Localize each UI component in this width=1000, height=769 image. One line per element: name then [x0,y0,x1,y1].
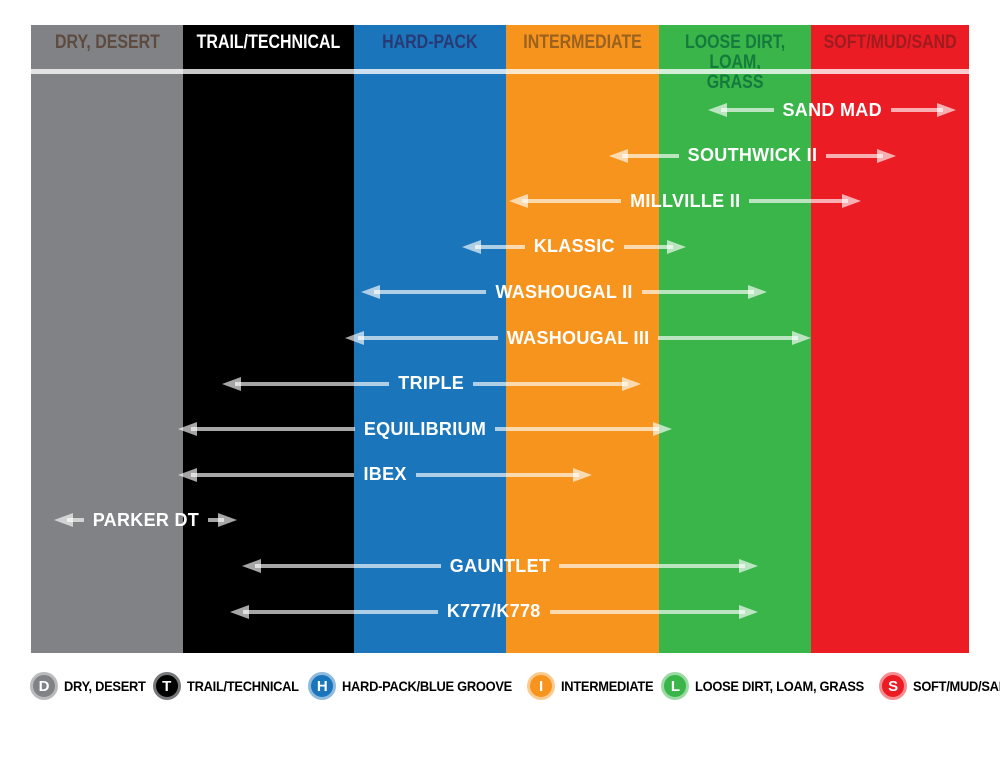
tire-label: GAUNTLET [449,555,551,576]
tire-row-sand-mad: SAND MAD [707,99,957,121]
legend-label: SOFT/MUD/SAND [913,678,1000,694]
terrain-legend: D DRY, DESERT T TRAIL/TECHNICAL H HARD-PACK/B… [30,671,1000,701]
left-arrow-icon [609,148,679,163]
tire-row-equilibrium: EQUILIBRIUM [177,418,672,440]
tire-label: EQUILIBRIUM [363,418,487,439]
left-arrow-icon [345,331,498,345]
left-arrow-icon [229,604,439,619]
tire-label: PARKER DT [92,509,200,530]
tire-label: SAND MAD [782,99,882,120]
tire-label: WASHOUGAL II [495,281,633,302]
legend-circle-t-icon: T [152,672,181,700]
column-soft-mud-sand: SOFT/MUD/SAND [810,25,969,653]
legend-label: INTERMEDIATE [561,678,654,694]
left-arrow-icon [360,285,487,300]
right-arrow-icon [623,239,687,254]
column-header-intermediate: INTERMEDIATE [523,32,642,53]
left-arrow-icon [177,422,355,437]
legend-circle-h-icon: H [308,672,337,700]
right-arrow-icon [826,148,896,163]
right-arrow-icon [415,467,593,482]
right-arrow-icon [208,513,238,528]
column-header-soft-mud-sand: SOFT/MUD/SAND [823,32,957,53]
legend-circle-s-icon: S [879,672,908,700]
tire-label: IBEX [363,464,407,485]
right-arrow-icon [495,422,672,437]
tire-label: MILLVILLE II [630,190,741,211]
tire-label: SOUTHWICK II [687,145,818,166]
legend-item-soft-mud-sand: S SOFT/MUD/SAND [879,672,1000,700]
legend-label: DRY, DESERT [64,678,146,694]
tire-row-washougal-iii: WASHOUGAL III [345,327,811,349]
right-arrow-icon [749,194,861,209]
tire-row-parker-dt: PARKER DT [54,509,238,531]
legend-item-loose-dirt-loam-grass: L LOOSE DIRT, LOAM, GRASS [661,672,879,700]
legend-item-hard-pack-blue-groove: H HARD-PACK/BLUE GROOVE [308,672,527,700]
legend-circle-i-icon: I [527,672,556,700]
tire-row-k777-k778: K777/K778 [229,601,759,623]
column-trail-technical: TRAIL/TECHNICAL [183,25,355,653]
left-arrow-icon [54,513,84,528]
legend-item-intermediate: I INTERMEDIATE [527,672,661,700]
right-arrow-icon [559,559,758,573]
tire-label: K777/K778 [446,601,541,622]
left-arrow-icon [509,194,621,209]
tire-label: KLASSIC [533,236,615,257]
legend-circle-l-icon: L [661,672,690,700]
tire-row-southwick-ii: SOUTHWICK II [609,145,896,167]
column-header-hard-pack: HARD-PACK [382,32,478,53]
tire-label: WASHOUGAL III [506,327,650,348]
column-header-trail-technical: TRAIL/TECHNICAL [196,32,341,53]
left-arrow-icon [221,376,390,391]
tire-row-ibex: IBEX [177,464,593,486]
tire-row-washougal-ii: WASHOUGAL II [360,281,768,303]
left-arrow-icon [242,559,441,573]
column-intermediate: INTERMEDIATE [506,25,659,653]
tire-row-triple: TRIPLE [221,373,641,395]
legend-label: LOOSE DIRT, LOAM, GRASS [695,678,865,694]
tire-row-gauntlet: GAUNTLET [242,555,758,577]
right-arrow-icon [658,331,811,345]
left-arrow-icon [462,239,525,254]
right-arrow-icon [473,376,641,391]
left-arrow-icon [177,467,355,482]
tire-row-klassic: KLASSIC [462,236,687,258]
legend-label: TRAIL/TECHNICAL [186,678,299,694]
legend-item-dry-desert: D DRY, DESERT [30,672,153,700]
tire-label: TRIPLE [398,373,465,394]
column-header-loose-dirt-loam-grass: LOOSE DIRT, LOAM, GRASS [684,32,785,94]
column-dry-desert: DRY, DESERT [31,25,184,653]
right-arrow-icon [890,103,957,117]
legend-item-trail-technical: T TRAIL/TECHNICAL [152,672,309,700]
header-divider [31,69,969,74]
tire-row-millville-ii: MILLVILLE II [509,190,861,212]
column-header-dry-desert: DRY, DESERT [54,32,160,53]
left-arrow-icon [707,103,774,117]
right-arrow-icon [641,285,768,300]
right-arrow-icon [549,604,759,619]
legend-circle-d-icon: D [30,672,58,700]
legend-label: HARD-PACK/BLUE GROOVE [342,678,513,694]
